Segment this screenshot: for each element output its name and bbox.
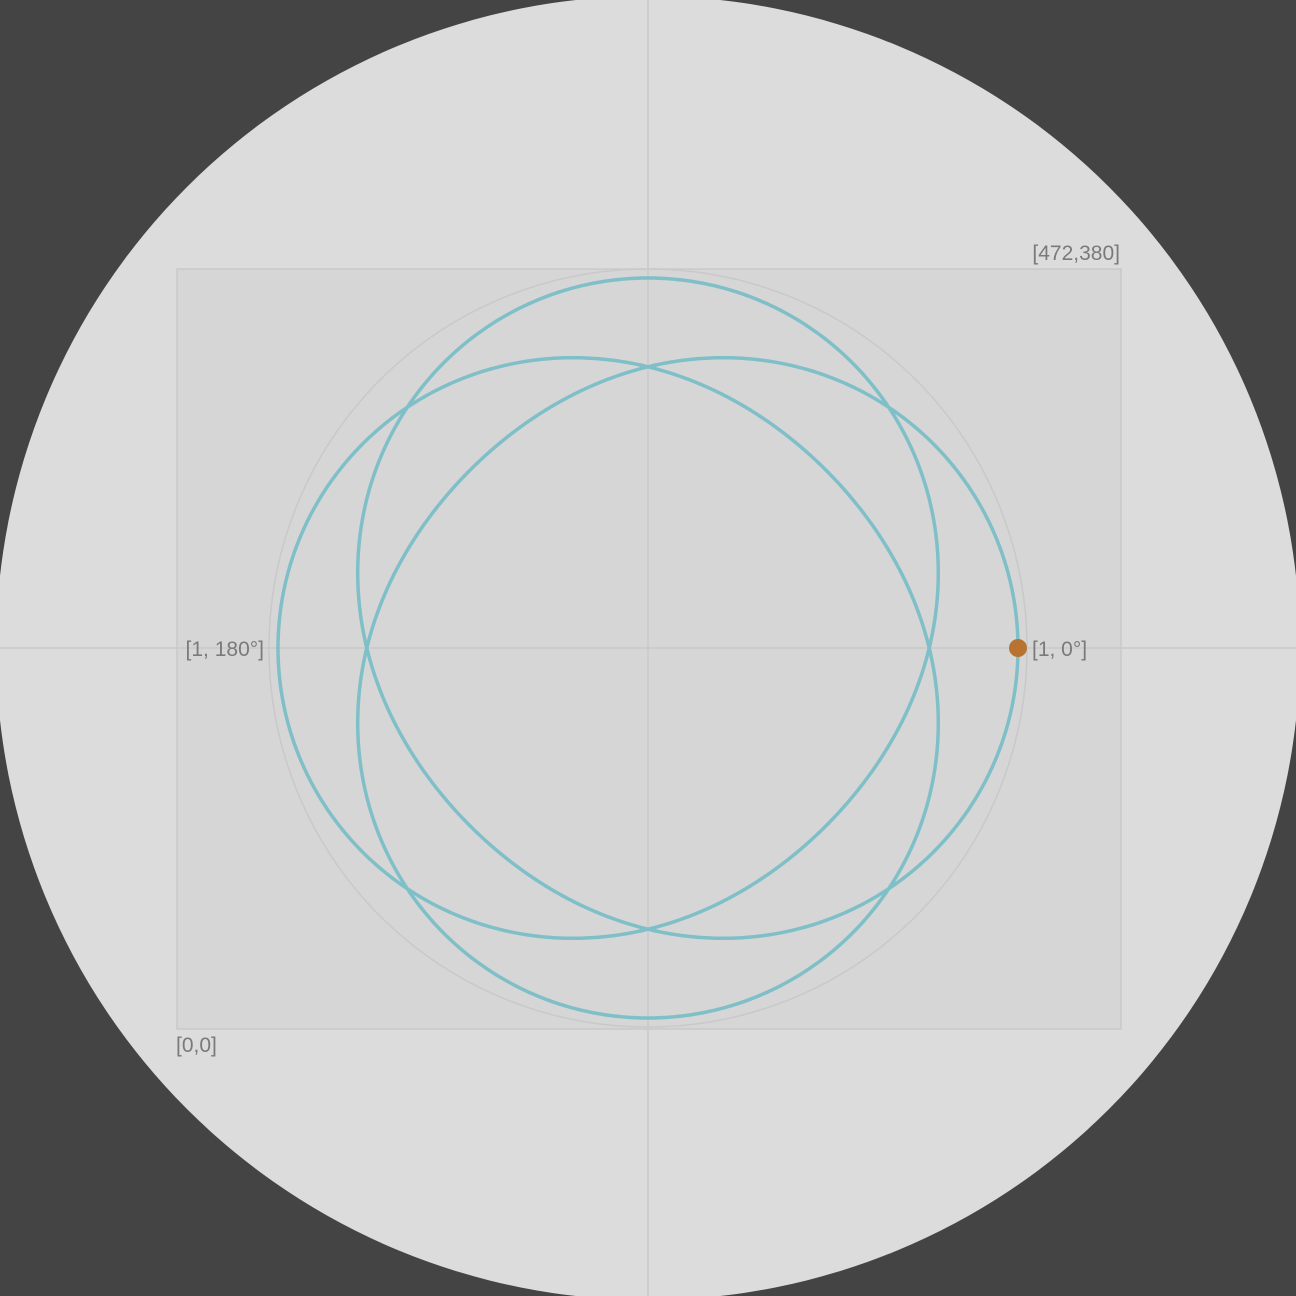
current-point-marker[interactable] xyxy=(1009,639,1027,657)
top-right-corner-label: [472,380] xyxy=(1032,242,1120,265)
rose-curve xyxy=(276,276,1020,1020)
bounds-rectangle xyxy=(176,268,1122,1030)
angle-zero-label: [1, 0°] xyxy=(1032,638,1087,661)
bottom-left-corner-label: [0,0] xyxy=(176,1034,217,1057)
angle-180-label: [1, 180°] xyxy=(186,638,264,661)
